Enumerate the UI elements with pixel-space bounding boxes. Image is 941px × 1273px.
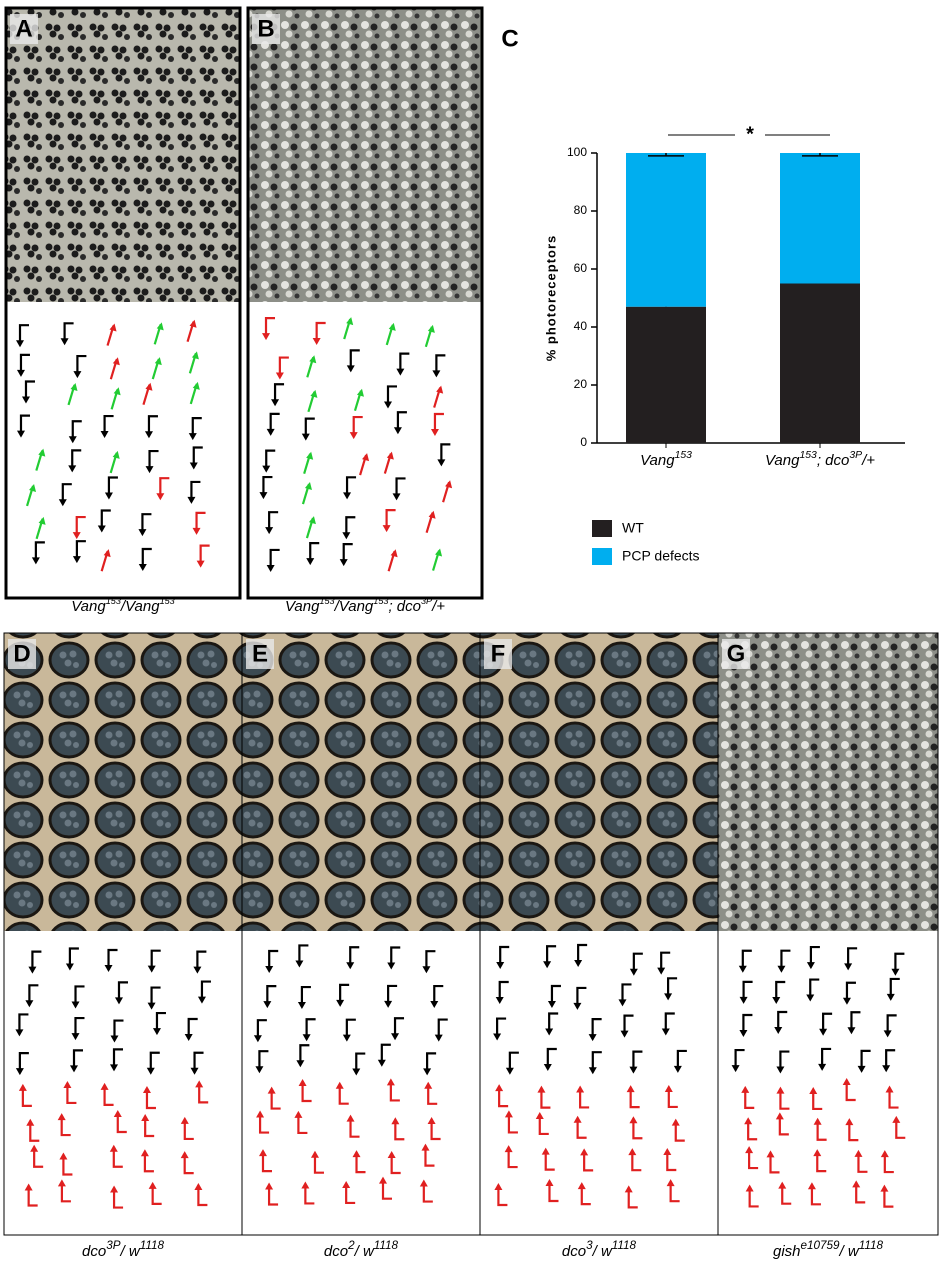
- caption-text: dco: [82, 1243, 106, 1260]
- superscript: 3P: [849, 450, 862, 461]
- y-axis-label: % photoreceptors: [543, 235, 558, 362]
- bar-segment: [626, 307, 706, 443]
- panel: A: [6, 8, 240, 598]
- arrow-field: [6, 302, 240, 598]
- superscript: 1118: [612, 1239, 637, 1252]
- superscript: 153: [160, 596, 175, 606]
- bar-segment: [780, 284, 860, 444]
- micrograph: [480, 633, 718, 931]
- chart: C020406080100% photoreceptorsVang153Vang…: [501, 25, 905, 565]
- superscript: 3P: [106, 1239, 121, 1252]
- micrograph: [6, 8, 240, 302]
- caption-text: gish: [773, 1243, 801, 1260]
- panel-label: D: [13, 640, 30, 667]
- panel: B: [248, 8, 482, 598]
- legend-swatch: [592, 520, 612, 537]
- y-tick-label: 100: [567, 145, 587, 159]
- superscript: 3P: [421, 596, 432, 606]
- panel-caption: dco3/ w1118: [562, 1239, 637, 1260]
- panel: D: [4, 633, 242, 1235]
- legend-label: WT: [622, 520, 644, 536]
- panel-caption: Vang153/Vang153; dco3P/+: [285, 596, 445, 615]
- caption-text: Vang: [765, 452, 800, 469]
- significance-marker: *: [746, 123, 754, 145]
- panel-caption: dco3P/ w1118: [82, 1239, 164, 1260]
- x-tick-label: Vang153; dco3P/+: [765, 450, 875, 469]
- panel-label: E: [252, 640, 268, 667]
- y-tick-label: 80: [574, 203, 588, 217]
- micrograph: [242, 633, 480, 931]
- arrow-field: [4, 931, 242, 1235]
- superscript: 1118: [140, 1239, 165, 1252]
- panel-caption: gishe10759/ w1118: [773, 1239, 883, 1260]
- panel-caption: Vang153/Vang153: [71, 596, 175, 615]
- caption-text: /+: [431, 598, 445, 615]
- caption-text: / w: [839, 1243, 860, 1260]
- figure: AVang153/Vang153BVang153/Vang153; dco3P/…: [0, 0, 941, 1273]
- superscript: 153: [106, 596, 121, 606]
- y-tick-label: 40: [574, 319, 588, 333]
- caption-text: / w: [120, 1243, 141, 1260]
- caption-text: ; dco: [388, 598, 421, 615]
- superscript: e10759: [801, 1239, 841, 1252]
- panel-label: C: [501, 25, 518, 52]
- micrograph: [4, 633, 242, 931]
- panel-label: A: [15, 15, 32, 42]
- caption-text: ; dco: [817, 452, 850, 469]
- superscript: 1118: [374, 1239, 399, 1252]
- y-tick-label: 0: [580, 435, 587, 449]
- panel-label: B: [257, 15, 274, 42]
- caption-text: Vang: [71, 598, 106, 615]
- caption-text: Vang: [640, 452, 675, 469]
- caption-text: /Vang: [120, 598, 160, 615]
- micrograph: [248, 8, 482, 302]
- arrow-field: [242, 931, 480, 1235]
- caption-text: / w: [354, 1243, 375, 1260]
- legend-swatch: [592, 548, 612, 565]
- panel: G: [718, 633, 938, 1235]
- panel: F: [480, 633, 718, 1235]
- page: AVang153/Vang153BVang153/Vang153; dco3P/…: [0, 0, 941, 1273]
- bar-segment: [626, 153, 706, 307]
- superscript: 1118: [859, 1239, 884, 1252]
- panel-label: G: [727, 640, 746, 667]
- x-tick-label: Vang153: [640, 450, 692, 469]
- superscript: 153: [675, 450, 693, 461]
- superscript: 153: [799, 450, 817, 461]
- superscript: 153: [373, 596, 388, 606]
- panel-caption: dco2/ w1118: [324, 1239, 399, 1260]
- arrow-field: [480, 931, 718, 1235]
- arrow-field: [248, 302, 482, 598]
- panel-label: F: [491, 640, 506, 667]
- legend-label: PCP defects: [622, 548, 700, 564]
- bar-segment: [780, 153, 860, 284]
- caption-text: dco: [324, 1243, 348, 1260]
- y-tick-label: 20: [574, 377, 588, 391]
- panel: E: [242, 633, 480, 1235]
- caption-text: /+: [861, 452, 875, 469]
- caption-text: / w: [592, 1243, 613, 1260]
- caption-text: /Vang: [334, 598, 374, 615]
- caption-text: Vang: [285, 598, 320, 615]
- micrograph: [718, 633, 938, 931]
- caption-text: dco: [562, 1243, 586, 1260]
- superscript: 153: [319, 596, 334, 606]
- y-tick-label: 60: [574, 261, 588, 275]
